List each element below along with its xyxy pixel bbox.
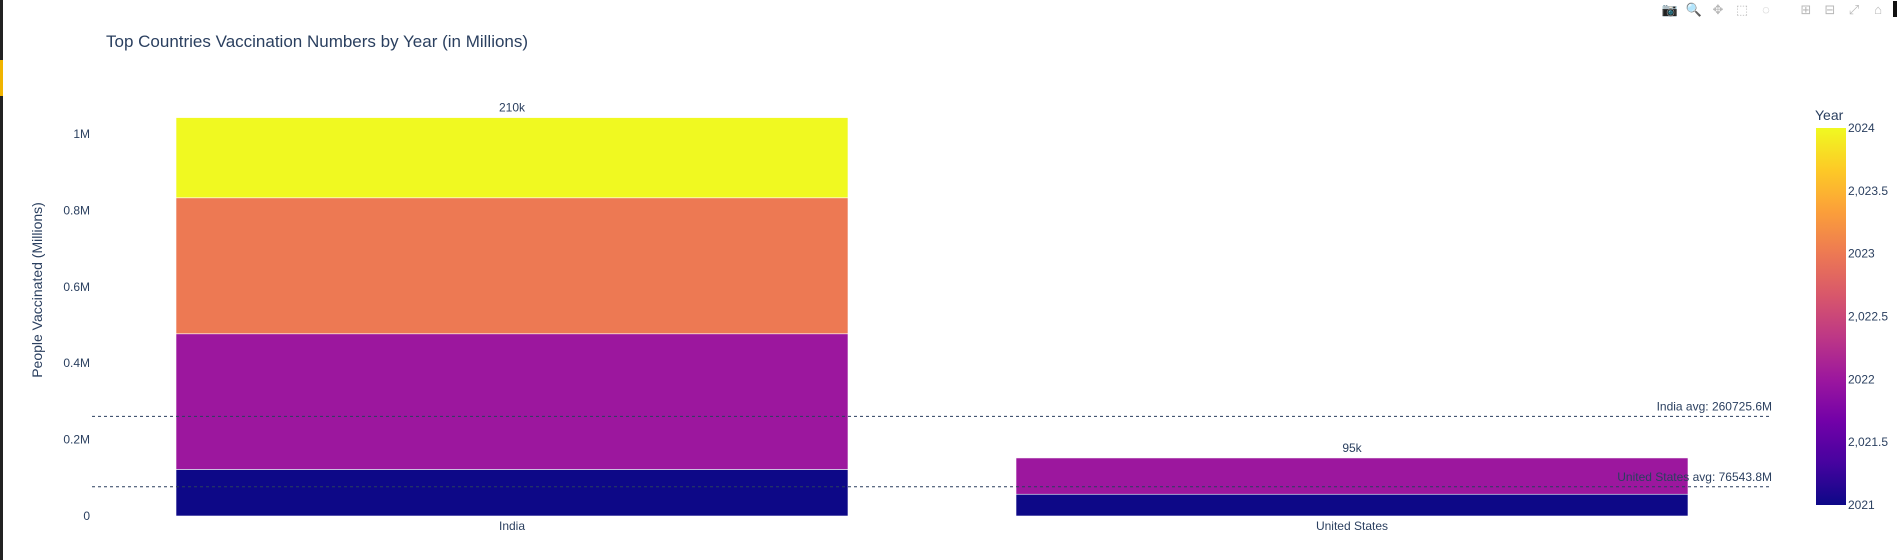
chart-modebar: 📷 🔍 ✥ ⬚ ◌ ⊞ ⊟ ⤢ ⌂	[1661, 0, 1899, 18]
zoom-icon[interactable]: 🔍	[1685, 1, 1703, 17]
autoscale-icon[interactable]: ⤢	[1848, 1, 1860, 17]
bar-segment[interactable]	[175, 469, 849, 517]
chart-title: Top Countries Vaccination Numbers by Yea…	[106, 32, 528, 51]
plotly-logo-icon[interactable]	[1893, 1, 1897, 17]
bar-value-label: 95k	[1342, 441, 1362, 455]
colorbar-gradient	[1816, 128, 1846, 505]
lasso-select-icon[interactable]: ◌	[1762, 1, 1770, 17]
bar-segment[interactable]	[175, 197, 849, 335]
colorbar-tick-label: 2,023.5	[1848, 184, 1888, 198]
colorbar-tick-label: 2022	[1848, 372, 1875, 386]
box-select-icon[interactable]: ⬚	[1735, 1, 1749, 17]
colorbar-tick-label: 2,022.5	[1848, 310, 1888, 324]
bar-value-label: 210k	[499, 101, 526, 115]
bar-segment[interactable]	[1015, 457, 1689, 495]
y-tick-label: 0.2M	[63, 433, 90, 447]
window-left-edge	[0, 0, 3, 560]
bar-segment[interactable]	[175, 333, 849, 470]
y-axis-title: People Vaccinated (Millions)	[29, 202, 45, 378]
colorbar: Year 2021 2,021.5 2022 2,022.5 2023 2,023.5 202…	[1815, 107, 1888, 512]
camera-icon[interactable]: 📷	[1661, 1, 1679, 17]
y-tick-label: 0	[83, 509, 90, 523]
average-line-label: United States avg: 76543.8M	[1617, 470, 1772, 484]
bar-segment[interactable]	[1015, 493, 1689, 517]
reset-axes-icon[interactable]: ⌂	[1874, 1, 1882, 17]
x-tick-label: United States	[1316, 519, 1388, 533]
pan-icon[interactable]: ✥	[1712, 1, 1724, 17]
colorbar-tick-label: 2023	[1848, 247, 1875, 261]
colorbar-tick-label: 2024	[1848, 121, 1875, 135]
bar-segment[interactable]	[175, 117, 849, 199]
x-tick-label: India	[499, 519, 525, 533]
y-tick-label: 0.8M	[63, 203, 90, 217]
average-line-label: India avg: 260725.6M	[1657, 399, 1772, 413]
zoom-in-icon[interactable]: ⊞	[1800, 1, 1812, 17]
y-tick-label: 1M	[73, 127, 90, 141]
colorbar-tick-label: 2,021.5	[1848, 435, 1888, 449]
colorbar-title: Year	[1815, 107, 1844, 123]
plot-area: 0 0.2M 0.4M 0.6M 0.8M 1M India United States 210…	[63, 101, 1772, 533]
y-tick-label: 0.6M	[63, 280, 90, 294]
y-tick-label: 0.4M	[63, 356, 90, 370]
colorbar-tick-label: 2021	[1848, 498, 1875, 512]
zoom-out-icon[interactable]: ⊟	[1824, 1, 1836, 17]
